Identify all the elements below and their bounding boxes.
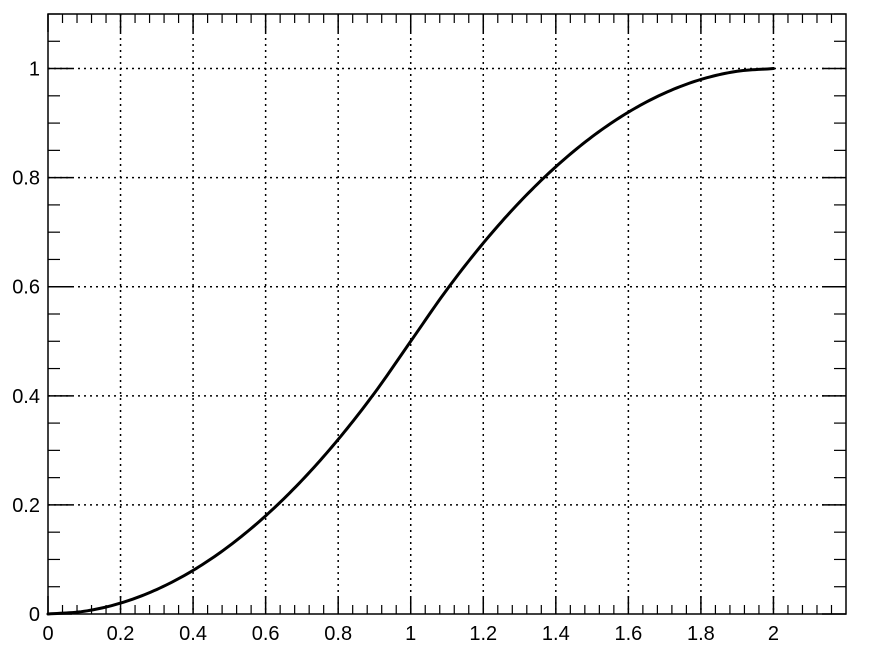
x-tick-label: 0.2 [107, 623, 135, 645]
x-tick-label: 0.8 [324, 623, 352, 645]
x-tick-label: 1.4 [542, 623, 570, 645]
x-tick-label: 2 [768, 623, 779, 645]
x-tick-label: 0.6 [252, 623, 280, 645]
x-tick-label: 1 [405, 623, 416, 645]
x-tick-label: 1.8 [687, 623, 715, 645]
y-tick-label: 0.2 [12, 495, 40, 517]
x-tick-labels: 0 0.2 0.4 0.6 0.8 1 1.2 1.4 1.6 1.8 2 [42, 623, 779, 645]
y-tick-label: 0 [29, 604, 40, 626]
y-tick-label: 1 [29, 59, 40, 81]
grid-lines [48, 14, 846, 614]
x-tick-label: 1.6 [614, 623, 642, 645]
major-ticks [47, 14, 846, 615]
y-tick-label: 0.6 [12, 277, 40, 299]
x-tick-label: 0.4 [179, 623, 207, 645]
y-tick-label: 0.4 [12, 386, 40, 408]
y-tick-labels: 0 0.2 0.4 0.6 0.8 1 [12, 59, 40, 626]
x-tick-label: 0 [42, 623, 53, 645]
plot-frame [47, 13, 847, 615]
data-line [46, 67, 775, 616]
x-tick-label: 1.2 [469, 623, 497, 645]
y-tick-label: 0.8 [12, 168, 40, 190]
minor-ticks [48, 13, 846, 614]
